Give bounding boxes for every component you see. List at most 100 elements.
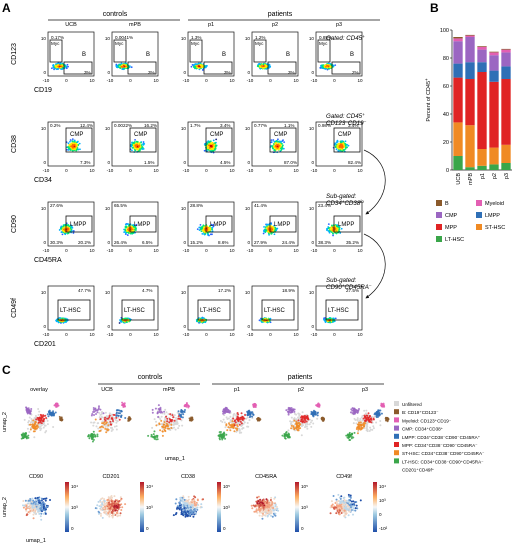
umap-cell	[178, 413, 181, 416]
umap-cell	[153, 430, 156, 433]
quadrant-value-bl: 38.3%	[318, 240, 331, 245]
umap-cell	[225, 410, 228, 413]
x-axis-label-CD201: CD201	[34, 341, 56, 348]
event-dot	[338, 146, 341, 149]
event-dot	[268, 63, 271, 66]
event-dot	[202, 65, 204, 67]
event-dot	[332, 226, 334, 229]
umap-cell-unfiltered	[246, 421, 249, 424]
umap-cell	[158, 409, 161, 412]
umap-cell-unfiltered	[92, 421, 95, 424]
x-tick-label: 0	[269, 332, 272, 337]
legend-swatch-ST-HSC	[476, 224, 482, 230]
event-dot	[212, 139, 215, 142]
event-dot	[71, 226, 74, 229]
x-tick-label: 0	[205, 332, 208, 337]
event-dot	[119, 64, 122, 66]
y-tick-label-40: 40	[443, 112, 449, 118]
umap-cell	[287, 413, 290, 416]
quadrant-value-tl: 0.2%	[50, 123, 60, 128]
umap-cell	[225, 433, 228, 436]
event-dot	[201, 232, 204, 235]
umap-cell	[236, 425, 239, 428]
event-dot	[71, 140, 74, 143]
umap-cell-unfiltered	[174, 416, 177, 419]
umap-cell	[52, 414, 55, 417]
event-dot	[344, 140, 347, 143]
gating-arrow-1	[363, 149, 386, 215]
column-header-p1: p1	[208, 22, 214, 28]
event-dot	[212, 142, 214, 144]
bar-CMP-mPB	[465, 37, 475, 63]
x-tick-label: -10	[43, 78, 50, 83]
event-dot	[265, 66, 267, 69]
umap-cell-unfiltered	[293, 412, 296, 415]
umap-cell	[297, 426, 300, 429]
event-dot	[207, 148, 210, 151]
bar-B-p2	[489, 51, 499, 53]
event-dot	[340, 146, 343, 149]
event-dot	[132, 146, 135, 149]
event-dot	[206, 232, 209, 235]
event-dot	[259, 66, 262, 68]
event-dot	[278, 144, 281, 147]
event-dot	[55, 66, 58, 69]
umap-cell	[115, 416, 118, 419]
umap-cell-unfiltered	[96, 422, 99, 425]
gate-label-lt-hsc: LT-HSC	[328, 308, 350, 314]
umap-cell	[29, 412, 32, 415]
umap-cell	[155, 424, 158, 427]
event-dot	[263, 226, 265, 228]
event-dot	[329, 317, 332, 320]
gate-myc	[189, 39, 203, 63]
panel-c-umap: controls patients overlay UCB mPB p1 p2 p3uma…	[2, 374, 485, 544]
umap-cell-unfiltered	[173, 414, 176, 417]
bar-ST-HSC-mPB	[465, 125, 475, 168]
x-tick-label: 0	[333, 78, 336, 83]
legend-label-ST-HSC: ST-HSC	[485, 225, 505, 231]
x-tick-label-UCB: UCB	[456, 173, 462, 185]
event-dot	[141, 146, 144, 149]
event-dot	[131, 229, 134, 232]
x-tick-label: 10	[153, 78, 159, 83]
umap-cell	[123, 405, 126, 408]
quadrant-value-br: 82.4%	[348, 160, 361, 165]
umap-column-label-UCB: UCB	[101, 387, 113, 393]
event-dot	[339, 143, 342, 146]
umap-cell	[109, 420, 112, 423]
umap-cell	[89, 434, 92, 437]
gate-myc	[113, 39, 127, 63]
umap-cell	[30, 408, 33, 411]
event-dot	[207, 146, 210, 149]
umap-cell	[33, 430, 36, 433]
umap-cell-unfiltered	[174, 428, 177, 431]
y-tick-label: 0	[183, 160, 186, 165]
event-dot	[120, 65, 123, 68]
y-tick-label: 10	[105, 290, 111, 295]
umap-cell	[102, 412, 105, 415]
umap-cell-unfiltered	[356, 419, 359, 422]
umap-cell	[104, 416, 107, 419]
event-dot	[72, 230, 75, 232]
x-tick-label: -10	[247, 248, 254, 253]
umap-cell	[223, 431, 226, 434]
umap-cell-unfiltered	[111, 428, 114, 431]
note-part: CD45RA	[344, 284, 368, 291]
umap-cell-unfiltered	[181, 424, 184, 427]
y-tick-label-80: 80	[443, 56, 449, 62]
umap-cell-unfiltered	[300, 434, 303, 437]
y-tick-label: 10	[105, 36, 111, 41]
bar-LMPP-p2	[489, 70, 499, 82]
gate-b	[127, 61, 157, 75]
umap-cell-unfiltered	[115, 421, 118, 424]
umap-cell	[299, 420, 302, 423]
event-dot	[274, 147, 277, 150]
umap-cell	[166, 420, 169, 423]
panel-letter-b: B	[430, 1, 439, 15]
x-tick-label-p3: p3	[504, 173, 510, 179]
